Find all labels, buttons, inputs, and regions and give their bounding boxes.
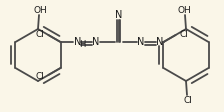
Text: N: N (74, 37, 81, 47)
Text: N: N (156, 37, 164, 47)
Text: Cl: Cl (183, 96, 192, 104)
Text: Cl: Cl (36, 29, 45, 39)
Text: N: N (115, 10, 122, 20)
Text: N: N (137, 37, 145, 47)
Text: Cl: Cl (179, 29, 188, 39)
Text: Cl: Cl (36, 71, 45, 81)
Text: OH: OH (177, 5, 191, 14)
Text: N: N (92, 37, 100, 47)
Text: OH: OH (33, 5, 47, 14)
Text: H: H (79, 40, 86, 48)
